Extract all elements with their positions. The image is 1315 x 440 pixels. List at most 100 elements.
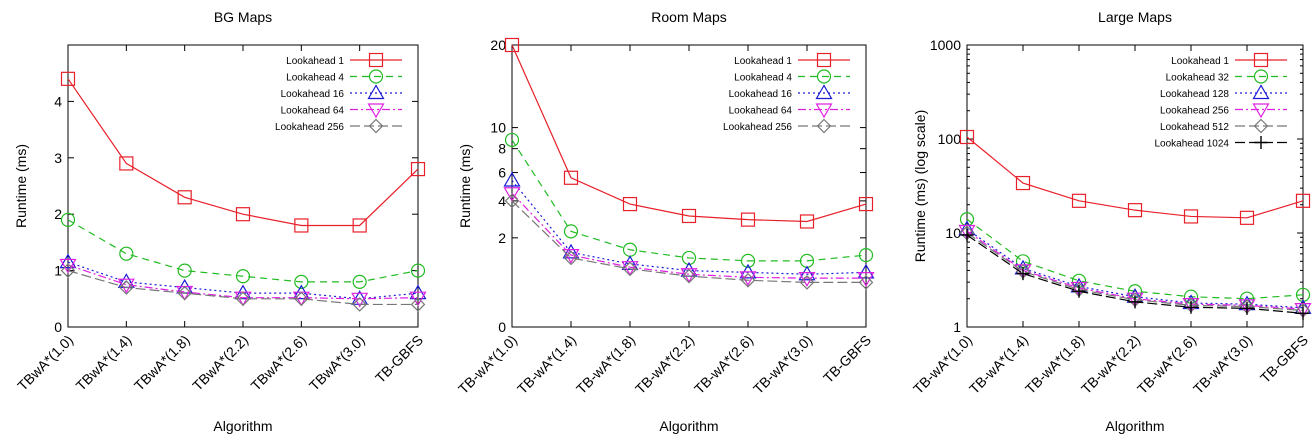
legend-marker (368, 52, 384, 68)
legend-marker (368, 69, 384, 84)
data-point (1072, 284, 1086, 298)
data-point (1184, 300, 1198, 314)
data-point (410, 161, 426, 177)
y-tick-label: 4 (498, 193, 506, 209)
x-tick-label: TB-GBFS (1257, 332, 1311, 386)
y-tick-label: 10 (945, 225, 961, 241)
data-point (959, 129, 975, 145)
legend-label: Lookahead 1 (734, 56, 792, 67)
data-point (235, 269, 251, 284)
data-point (409, 291, 427, 307)
x-tick-label: TB-wA*(1.0) (910, 332, 975, 397)
x-tick-label: TBwA*(2.2) (189, 332, 251, 394)
data-point (504, 37, 520, 53)
y-tick-label: 6 (498, 165, 506, 181)
legend-marker (816, 69, 832, 84)
legend-marker (368, 118, 384, 134)
y-tick-label: 1 (953, 319, 961, 335)
y-tick-label: 10 (490, 120, 506, 136)
data-point (1015, 175, 1031, 191)
series-line (67, 264, 419, 300)
x-tick-label: TB-GBFS (372, 332, 426, 386)
y-tick-label: 0 (54, 319, 62, 335)
chart-2: Room Maps 0 2 4 6 8 10 20 TB-wA*(1.0)TB-wA*(1.4)… (455, 9, 875, 434)
x-tick-label: TB-wA*(1.8) (573, 332, 638, 397)
data-point (1239, 210, 1255, 225)
x-tick-label: TB-wA*(2.6) (1134, 332, 1199, 397)
data-point (59, 258, 77, 274)
series-6 (960, 228, 1310, 320)
x-tick-label: TB-wA*(3.0) (750, 332, 815, 397)
data-point (1016, 267, 1030, 281)
legend-marker (1253, 52, 1269, 68)
data-point (410, 263, 426, 278)
series-3 (503, 171, 875, 281)
series-line (966, 218, 1304, 300)
data-point (857, 263, 875, 279)
legend-label: Lookahead 64 (281, 106, 345, 117)
legend-label: Lookahead 32 (1166, 73, 1230, 84)
legend-marker (1254, 136, 1268, 149)
data-point (1240, 301, 1254, 315)
series-1 (60, 71, 426, 233)
series-line (67, 78, 419, 227)
data-point (563, 224, 579, 239)
data-point (622, 196, 638, 212)
y-tick-label: 100 (938, 131, 962, 147)
x-tick-label: TB-wA*(3.0) (1190, 332, 1255, 397)
data-point (60, 71, 76, 86)
series-line (511, 192, 866, 279)
series-2 (60, 212, 426, 289)
series-line (67, 270, 418, 306)
chart-title: BG Maps (214, 9, 272, 25)
data-point (740, 272, 756, 288)
x-tick-label: TB-wA*(2.2) (632, 332, 697, 397)
legend-label: Lookahead 4 (286, 73, 344, 84)
data-point (235, 291, 251, 307)
x-tick-label: TB-wA*(1.4) (514, 332, 579, 397)
data-point (1183, 209, 1199, 224)
legend-marker (1252, 103, 1270, 119)
x-tick-label: TB-wA*(1.0) (455, 332, 520, 397)
data-point (622, 261, 638, 277)
legend-marker (815, 103, 833, 119)
legend-label: Lookahead 4 (734, 73, 792, 84)
data-point (235, 207, 251, 222)
x-tick-label: TBwA*(3.0) (306, 332, 368, 394)
data-point (799, 214, 815, 229)
chart-1: BG Maps 0 1 2 3 4 TBwA*(1.0)TBwA*(1.4)TBwA*(1.… (13, 9, 427, 434)
data-point (563, 250, 579, 266)
y-axis-label: Runtime (ms) (457, 144, 473, 228)
legend-label: Lookahead 256 (1160, 106, 1229, 117)
y-tick-label: 2 (54, 206, 62, 222)
series-line (966, 136, 1304, 219)
data-point (352, 297, 368, 312)
data-point (117, 278, 135, 294)
legend-label: Lookahead 256 (723, 122, 792, 133)
chart-title: Room Maps (651, 9, 726, 25)
data-point (960, 228, 974, 242)
series-1 (959, 129, 1311, 225)
data-point (294, 274, 309, 289)
data-point (740, 253, 756, 268)
legend-marker (1253, 69, 1269, 84)
data-point (293, 291, 309, 307)
series-line (511, 44, 867, 223)
x-tick-label: TB-wA*(2.2) (1078, 332, 1143, 397)
series-5 (60, 263, 426, 312)
chart-3: Large Maps1101001000TB-wA*(1.0)TB-wA*(1.… (910, 9, 1312, 434)
x-tick-label: TB-wA*(1.8) (1022, 332, 1087, 397)
x-tick-label: TB-wA*(1.4) (966, 332, 1031, 397)
legend: Lookahead 1 Lookahead 32 Lookahead 128 Look… (1154, 52, 1287, 150)
y-tick-label: 20 (490, 37, 506, 53)
x-axis-label: Algorithm (1105, 418, 1164, 434)
legend-label: Lookahead 256 (275, 122, 344, 133)
series-line (511, 139, 867, 262)
data-point (740, 212, 756, 227)
series-1 (504, 37, 874, 229)
data-point (1127, 203, 1143, 218)
data-point (858, 196, 874, 212)
legend-label: Lookahead 128 (1160, 89, 1229, 100)
y-tick-label: 1000 (930, 37, 961, 53)
data-point (60, 263, 76, 278)
